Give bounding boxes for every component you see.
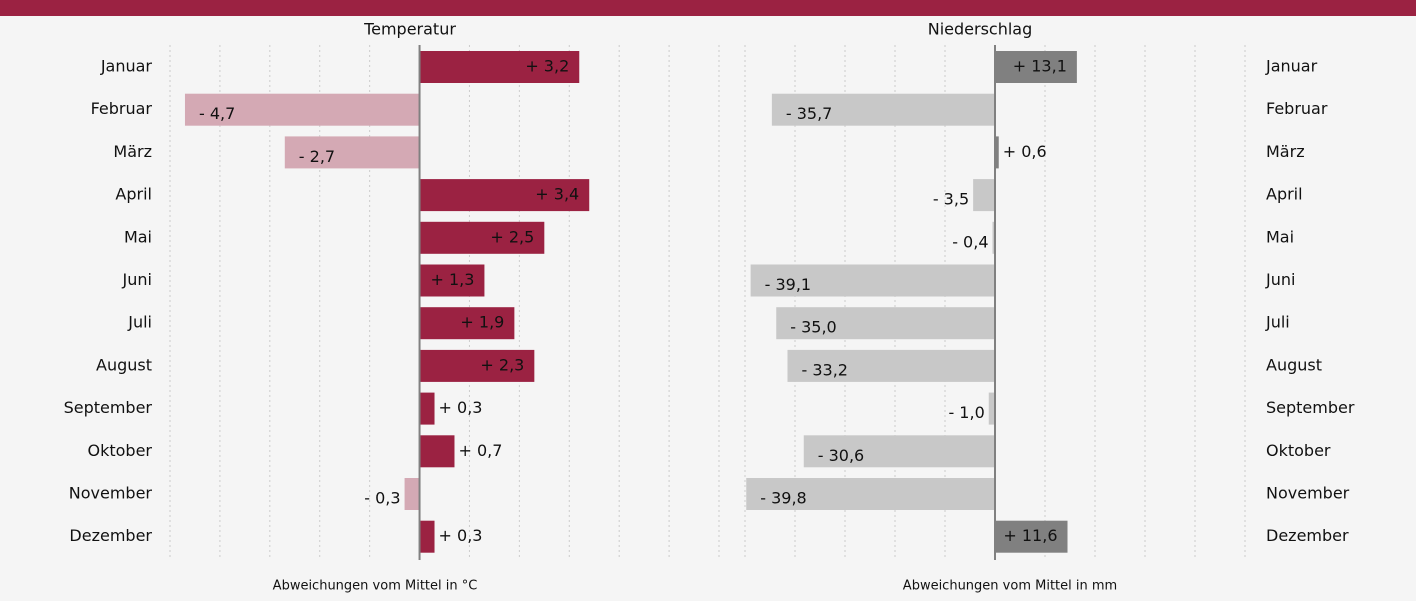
axis-label: Abweichungen vom Mittel in mm xyxy=(903,579,1117,594)
bar xyxy=(988,392,995,425)
bar xyxy=(419,221,545,254)
bar xyxy=(771,93,995,126)
bar xyxy=(419,264,485,297)
value-label: - 35,0 xyxy=(790,318,836,337)
value-label: - 4,7 xyxy=(199,104,235,123)
bar xyxy=(419,51,580,83)
panel-title: Niederschlag xyxy=(928,20,1033,39)
category-label: September xyxy=(1266,398,1355,417)
category-label: Juli xyxy=(1265,313,1290,332)
category-label: August xyxy=(96,355,152,374)
value-label: + 2,3 xyxy=(480,355,524,374)
axis-label: Abweichungen vom Mittel in °C xyxy=(273,579,478,594)
category-label: Februar xyxy=(1266,99,1328,118)
value-label: - 39,1 xyxy=(765,275,811,294)
value-label: + 1,9 xyxy=(460,313,504,332)
value-label: + 2,5 xyxy=(490,227,534,246)
bar xyxy=(284,136,420,169)
bar xyxy=(995,520,1068,553)
bar xyxy=(995,51,1077,83)
value-label: + 13,1 xyxy=(1013,57,1067,76)
value-label: - 33,2 xyxy=(802,360,848,379)
value-label: + 0,3 xyxy=(439,398,483,417)
bar xyxy=(419,392,435,425)
category-label: Juli xyxy=(127,313,152,332)
panel-title: Temperatur xyxy=(363,20,456,39)
value-label: + 3,2 xyxy=(525,57,569,76)
value-label: + 1,3 xyxy=(430,270,474,289)
value-label: - 30,6 xyxy=(818,446,864,465)
category-label: Januar xyxy=(100,57,153,76)
category-label: März xyxy=(113,142,152,161)
category-label: März xyxy=(1266,142,1305,161)
bar xyxy=(776,307,995,340)
category-label: Januar xyxy=(1265,57,1318,76)
category-label: November xyxy=(69,484,153,503)
category-label: Mai xyxy=(1266,227,1294,246)
category-label: April xyxy=(1266,185,1303,204)
category-label: April xyxy=(115,185,152,204)
category-label: Juni xyxy=(1265,270,1295,289)
bar xyxy=(419,435,455,468)
category-label: August xyxy=(1266,355,1322,374)
value-label: - 2,7 xyxy=(299,147,335,166)
bar xyxy=(419,179,590,212)
value-label: + 0,6 xyxy=(1003,142,1047,161)
bar xyxy=(746,478,995,510)
bar xyxy=(419,520,435,553)
category-label: Oktober xyxy=(1266,441,1331,460)
bar xyxy=(787,349,995,382)
bar xyxy=(404,478,420,510)
value-label: - 3,5 xyxy=(933,190,969,209)
value-label: - 0,3 xyxy=(364,489,400,508)
bar xyxy=(992,221,995,254)
category-label: Februar xyxy=(91,99,153,118)
bar xyxy=(419,349,535,382)
category-label: November xyxy=(1266,484,1350,503)
value-label: + 0,3 xyxy=(439,526,483,545)
category-label: Dezember xyxy=(1266,526,1349,545)
category-label: September xyxy=(64,398,153,417)
value-label: - 35,7 xyxy=(786,104,832,123)
category-label: Oktober xyxy=(88,441,153,460)
value-label: - 39,8 xyxy=(760,489,806,508)
bar xyxy=(750,264,995,297)
category-label: Dezember xyxy=(69,526,152,545)
bar xyxy=(419,307,515,340)
value-label: - 1,0 xyxy=(948,403,984,422)
value-label: + 3,4 xyxy=(535,185,579,204)
bar xyxy=(995,136,999,169)
category-label: Juni xyxy=(122,270,152,289)
header-bar xyxy=(0,0,1416,16)
value-label: + 0,7 xyxy=(458,441,502,460)
category-label: Mai xyxy=(124,227,152,246)
bar xyxy=(184,93,420,126)
value-label: + 11,6 xyxy=(1003,526,1057,545)
bar xyxy=(973,179,995,212)
value-label: - 0,4 xyxy=(952,232,988,251)
bar xyxy=(803,435,995,468)
